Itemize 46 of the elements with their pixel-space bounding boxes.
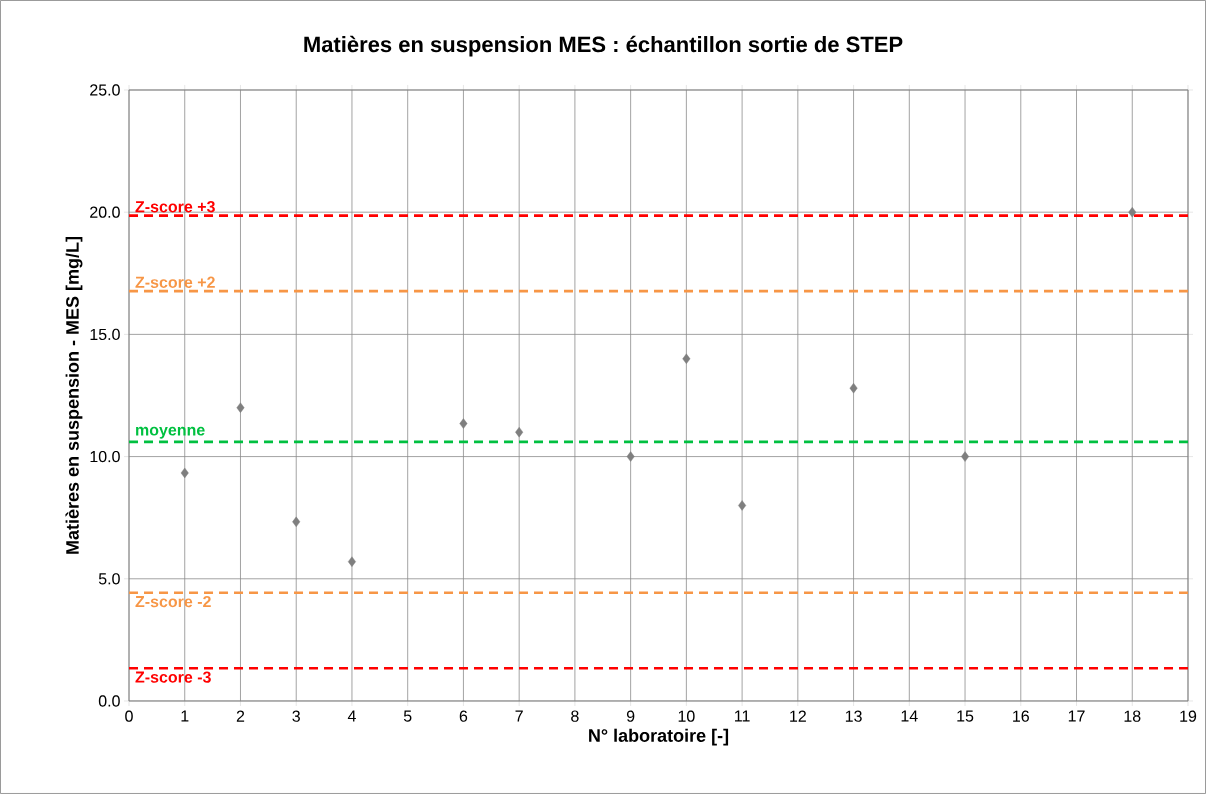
x-tick-label: 0 <box>125 710 133 722</box>
x-axis-title: N° laboratoire [-] <box>589 728 729 746</box>
point <box>348 556 356 567</box>
x-tick-label: 17 <box>1068 710 1085 722</box>
point <box>292 516 301 528</box>
x-tick-label: 7 <box>515 710 523 722</box>
point <box>236 402 245 413</box>
y-tick-label: 10.0 <box>90 450 120 463</box>
point <box>849 382 858 394</box>
point <box>626 451 635 462</box>
ref-line-label: Z-score -3 <box>135 671 211 683</box>
y-tick-label: 20.0 <box>90 206 120 218</box>
x-tick-label: 13 <box>845 710 862 722</box>
ref-line-label: Z-score +2 <box>135 276 215 288</box>
ref-line-label: moyenne <box>136 426 205 439</box>
point <box>1128 206 1137 218</box>
point <box>180 467 189 479</box>
y-tick-label: 25.0 <box>90 84 120 96</box>
x-tick-label: 12 <box>790 710 806 722</box>
x-tick-label: 15 <box>957 710 974 722</box>
x-tick-label: 3 <box>292 710 300 722</box>
point <box>682 353 691 365</box>
x-tick-label: 5 <box>403 710 412 722</box>
ref-line-label: Z-score +3 <box>135 201 215 213</box>
x-tick-label: 4 <box>347 710 356 722</box>
y-tick-label: 0.0 <box>98 695 120 707</box>
x-tick-label: 18 <box>1124 710 1141 722</box>
chart-title: Matières en suspension MES : échantillon sortie de STEP <box>304 35 903 57</box>
y-tick-label: 15.0 <box>90 328 120 341</box>
y-tick-label: 5.0 <box>98 573 120 585</box>
x-tick-label: 6 <box>459 710 468 722</box>
point <box>961 451 969 462</box>
x-tick-label: 11 <box>735 710 750 722</box>
ref-line-label: Z-score -2 <box>135 595 211 608</box>
x-tick-label: 16 <box>1013 710 1029 722</box>
x-tick-label: 8 <box>571 710 579 722</box>
x-tick-label: 1 <box>181 710 189 722</box>
y-axis-title: Matières en suspension - MES [mg/L] <box>65 236 83 554</box>
x-tick-label: 19 <box>1180 710 1197 722</box>
x-tick-label: 14 <box>901 710 918 722</box>
point <box>738 500 747 511</box>
x-tick-label: 2 <box>236 710 245 722</box>
point <box>459 418 468 429</box>
point <box>515 426 524 438</box>
x-tick-label: 10 <box>678 710 695 722</box>
x-tick-label: 9 <box>626 710 635 722</box>
